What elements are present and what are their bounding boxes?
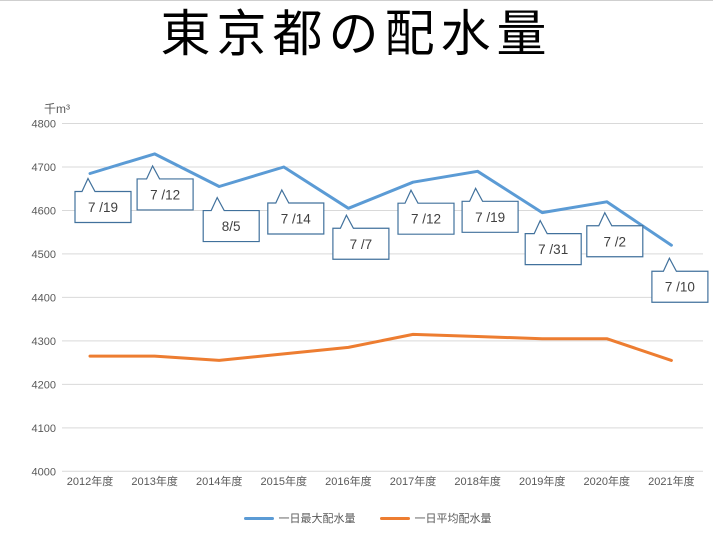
x-axis-label: 2019年度 <box>519 474 565 488</box>
data-callout: 7 /10 <box>651 256 709 303</box>
callout-bubble <box>586 211 644 258</box>
callout-bubble <box>461 186 519 233</box>
data-callout: 8/5 <box>202 196 260 243</box>
data-callouts: 7 /19 7 /12 8/5 7 /14 7 /7 7 /12 7 /19 7 /31 7 /… <box>74 164 709 303</box>
y-tick-label: 4500 <box>32 249 56 261</box>
y-tick-label: 4000 <box>32 466 56 478</box>
data-callout: 7 /7 <box>332 213 390 260</box>
callout-bubble <box>651 256 709 303</box>
legend-label-max: 一日最大配水量 <box>278 513 356 525</box>
x-axis-label: 2021年度 <box>648 474 694 488</box>
callout-bubble <box>74 177 132 224</box>
legend-line-max-swatch <box>243 516 274 520</box>
callout-label: 7 /31 <box>538 242 568 257</box>
callout-bubble <box>524 219 582 266</box>
callout-bubble <box>397 188 455 235</box>
legend-line-avg-swatch <box>379 516 410 520</box>
x-axis-label: 2014年度 <box>196 474 242 488</box>
y-axis-tick-labels: 4000 4100 4200 4300 4400 4500 4600 4700 4800 <box>32 119 56 479</box>
data-callout: 7 /19 <box>461 186 519 233</box>
x-axis-label: 2012年度 <box>67 474 113 488</box>
callout-label: 7 /19 <box>88 200 118 215</box>
series-max-line <box>88 152 673 247</box>
y-tick-label: 4400 <box>32 292 56 304</box>
x-axis-label: 2013年度 <box>131 474 177 488</box>
x-axis-label: 2020年度 <box>584 474 630 488</box>
callout-bubble <box>332 213 390 260</box>
callout-bubble <box>267 188 325 235</box>
callout-label: 7 /12 <box>411 212 441 227</box>
y-tick-label: 4300 <box>32 336 56 348</box>
y-tick-label: 4800 <box>32 119 56 131</box>
callout-label: 7 /14 <box>281 211 312 226</box>
y-tick-label: 4100 <box>32 423 56 435</box>
y-tick-label: 4600 <box>32 205 56 217</box>
x-axis-label: 2017年度 <box>390 474 436 488</box>
callout-label: 8/5 <box>222 219 241 234</box>
callout-label: 7 /2 <box>604 234 627 249</box>
y-tick-label: 4200 <box>32 379 56 391</box>
chart-legend: 一日最大配水量 一日平均配水量 <box>0 510 713 526</box>
axis-unit-label: 千m³ <box>44 102 70 116</box>
x-axis-label: 2015年度 <box>261 474 307 488</box>
callout-label: 7 /10 <box>665 280 695 295</box>
data-callout: 7 /2 <box>586 211 644 258</box>
data-callout: 7 /14 <box>267 188 325 235</box>
legend-item-max: 一日最大配水量 <box>243 510 356 526</box>
callout-label: 7 /7 <box>350 237 373 252</box>
data-callout: 7 /12 <box>136 164 194 211</box>
legend-label-avg: 一日平均配水量 <box>414 513 492 525</box>
callout-label: 7 /19 <box>475 210 505 225</box>
legend-item-avg: 一日平均配水量 <box>379 510 492 526</box>
y-tick-label: 4700 <box>32 162 56 174</box>
data-callout: 7 /19 <box>74 177 132 224</box>
x-axis-labels: 2012年度 2013年度 2014年度 2015年度 2016年度 2017年度 2018… <box>67 474 695 488</box>
x-axis-label: 2016年度 <box>325 474 371 488</box>
data-callout: 7 /31 <box>524 219 582 266</box>
callout-bubble <box>202 196 260 243</box>
x-axis-label: 2018年度 <box>454 474 500 488</box>
callout-bubble <box>136 164 194 211</box>
data-callout: 7 /12 <box>397 188 455 235</box>
chart-title: 東京都の配水量 <box>160 6 553 62</box>
series-avg-line <box>88 332 673 362</box>
callout-label: 7 /12 <box>150 187 180 202</box>
